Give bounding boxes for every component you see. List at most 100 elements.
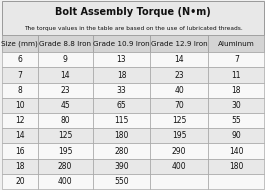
Bar xyxy=(2,159,38,174)
Text: 55: 55 xyxy=(231,116,241,125)
Text: 400: 400 xyxy=(58,177,72,186)
Text: 13: 13 xyxy=(117,55,126,64)
Text: 7: 7 xyxy=(234,55,239,64)
Bar xyxy=(93,143,150,159)
Text: 115: 115 xyxy=(114,116,129,125)
Text: 180: 180 xyxy=(114,131,129,140)
Bar xyxy=(208,83,264,98)
Bar xyxy=(2,174,38,189)
Bar xyxy=(38,174,93,189)
Bar xyxy=(38,52,93,67)
Text: 12: 12 xyxy=(15,116,25,125)
Text: 140: 140 xyxy=(229,146,244,156)
Text: 23: 23 xyxy=(60,86,70,95)
Text: 18: 18 xyxy=(15,162,25,171)
Bar xyxy=(93,83,150,98)
Bar xyxy=(150,174,208,189)
Text: Grade 12.9 Iron: Grade 12.9 Iron xyxy=(151,41,207,47)
Text: 14: 14 xyxy=(60,70,70,80)
Text: 65: 65 xyxy=(117,101,126,110)
Bar xyxy=(2,143,38,159)
Text: 45: 45 xyxy=(60,101,70,110)
Bar xyxy=(208,113,264,128)
Text: 30: 30 xyxy=(231,101,241,110)
Bar xyxy=(38,67,93,83)
Bar xyxy=(38,143,93,159)
Text: 11: 11 xyxy=(232,70,241,80)
Bar xyxy=(2,1,264,35)
Bar xyxy=(93,128,150,143)
Bar xyxy=(2,35,38,52)
Text: 290: 290 xyxy=(172,146,187,156)
Text: 195: 195 xyxy=(172,131,187,140)
Bar xyxy=(150,52,208,67)
Text: Bolt Assembly Torque (N•m): Bolt Assembly Torque (N•m) xyxy=(55,7,211,17)
Text: Size (mm): Size (mm) xyxy=(1,40,38,47)
Bar xyxy=(150,159,208,174)
Text: Grade 8.8 Iron: Grade 8.8 Iron xyxy=(39,41,91,47)
Bar xyxy=(208,128,264,143)
Bar xyxy=(150,83,208,98)
Text: 33: 33 xyxy=(117,86,126,95)
Bar xyxy=(2,98,38,113)
Bar xyxy=(93,98,150,113)
Bar xyxy=(93,52,150,67)
Text: 14: 14 xyxy=(174,55,184,64)
Bar xyxy=(38,83,93,98)
Bar xyxy=(208,159,264,174)
Bar xyxy=(208,67,264,83)
Bar xyxy=(2,113,38,128)
Bar xyxy=(208,52,264,67)
Text: The torque values in the table are based on the use of lubricated threads.: The torque values in the table are based… xyxy=(24,26,243,32)
Bar xyxy=(150,113,208,128)
Text: 7: 7 xyxy=(17,70,22,80)
Bar xyxy=(150,35,208,52)
Text: 390: 390 xyxy=(114,162,129,171)
Bar xyxy=(2,128,38,143)
Text: 70: 70 xyxy=(174,101,184,110)
Bar xyxy=(150,98,208,113)
Bar xyxy=(150,67,208,83)
Bar xyxy=(208,143,264,159)
Bar xyxy=(93,159,150,174)
Bar xyxy=(150,128,208,143)
Text: 180: 180 xyxy=(229,162,244,171)
Text: 23: 23 xyxy=(174,70,184,80)
Text: 8: 8 xyxy=(17,86,22,95)
Bar xyxy=(38,159,93,174)
Bar xyxy=(38,113,93,128)
Text: 18: 18 xyxy=(117,70,126,80)
Text: 125: 125 xyxy=(172,116,186,125)
Text: 550: 550 xyxy=(114,177,129,186)
Text: 80: 80 xyxy=(60,116,70,125)
Text: 280: 280 xyxy=(114,146,129,156)
Bar xyxy=(93,35,150,52)
Bar xyxy=(38,98,93,113)
Bar xyxy=(208,98,264,113)
Text: 195: 195 xyxy=(58,146,72,156)
Bar xyxy=(2,52,38,67)
Text: 90: 90 xyxy=(231,131,241,140)
Bar xyxy=(2,83,38,98)
Text: 40: 40 xyxy=(174,86,184,95)
Bar xyxy=(38,128,93,143)
Text: Aluminum: Aluminum xyxy=(218,41,255,47)
Bar xyxy=(2,67,38,83)
Bar xyxy=(150,143,208,159)
Bar xyxy=(38,35,93,52)
Text: 18: 18 xyxy=(232,86,241,95)
Text: 14: 14 xyxy=(15,131,25,140)
Text: 280: 280 xyxy=(58,162,72,171)
Text: 9: 9 xyxy=(63,55,68,64)
Text: 20: 20 xyxy=(15,177,25,186)
Text: 10: 10 xyxy=(15,101,25,110)
Bar xyxy=(208,174,264,189)
Bar xyxy=(93,67,150,83)
Text: 16: 16 xyxy=(15,146,25,156)
Text: Grade 10.9 Iron: Grade 10.9 Iron xyxy=(93,41,150,47)
Text: 400: 400 xyxy=(172,162,187,171)
Text: 125: 125 xyxy=(58,131,72,140)
Text: 6: 6 xyxy=(17,55,22,64)
Bar xyxy=(93,113,150,128)
Bar xyxy=(208,35,264,52)
